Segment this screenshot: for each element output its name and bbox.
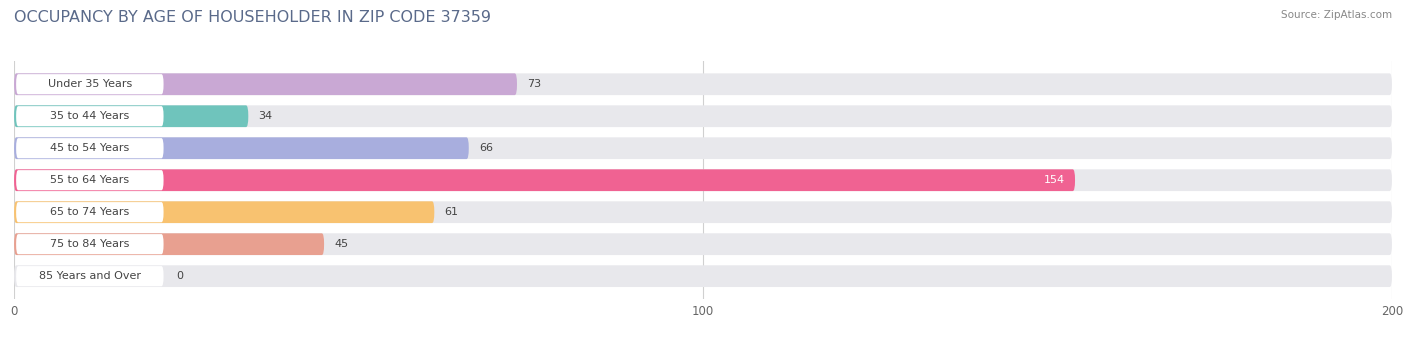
FancyBboxPatch shape (14, 265, 1392, 287)
Text: 34: 34 (259, 111, 273, 121)
FancyBboxPatch shape (14, 169, 1392, 191)
Text: 55 to 64 Years: 55 to 64 Years (51, 175, 129, 185)
Text: 66: 66 (479, 143, 494, 153)
FancyBboxPatch shape (14, 137, 1392, 159)
FancyBboxPatch shape (15, 234, 163, 254)
FancyBboxPatch shape (14, 73, 517, 95)
FancyBboxPatch shape (14, 169, 1076, 191)
Text: Under 35 Years: Under 35 Years (48, 79, 132, 89)
FancyBboxPatch shape (14, 233, 325, 255)
Text: 0: 0 (176, 271, 183, 281)
Text: 85 Years and Over: 85 Years and Over (39, 271, 141, 281)
FancyBboxPatch shape (14, 233, 1392, 255)
Text: 73: 73 (527, 79, 541, 89)
FancyBboxPatch shape (14, 73, 1392, 95)
FancyBboxPatch shape (14, 201, 1392, 223)
Text: 75 to 84 Years: 75 to 84 Years (51, 239, 129, 249)
Text: 35 to 44 Years: 35 to 44 Years (51, 111, 129, 121)
FancyBboxPatch shape (15, 266, 163, 286)
Text: 45 to 54 Years: 45 to 54 Years (51, 143, 129, 153)
FancyBboxPatch shape (14, 201, 434, 223)
Text: 65 to 74 Years: 65 to 74 Years (51, 207, 129, 217)
FancyBboxPatch shape (15, 74, 163, 94)
FancyBboxPatch shape (15, 202, 163, 222)
Text: OCCUPANCY BY AGE OF HOUSEHOLDER IN ZIP CODE 37359: OCCUPANCY BY AGE OF HOUSEHOLDER IN ZIP C… (14, 10, 491, 25)
Text: 61: 61 (444, 207, 458, 217)
FancyBboxPatch shape (15, 138, 163, 158)
FancyBboxPatch shape (14, 137, 468, 159)
Text: 45: 45 (335, 239, 349, 249)
FancyBboxPatch shape (14, 105, 1392, 127)
Text: Source: ZipAtlas.com: Source: ZipAtlas.com (1281, 10, 1392, 20)
FancyBboxPatch shape (15, 106, 163, 126)
FancyBboxPatch shape (14, 105, 249, 127)
FancyBboxPatch shape (15, 170, 163, 190)
Text: 154: 154 (1043, 175, 1064, 185)
